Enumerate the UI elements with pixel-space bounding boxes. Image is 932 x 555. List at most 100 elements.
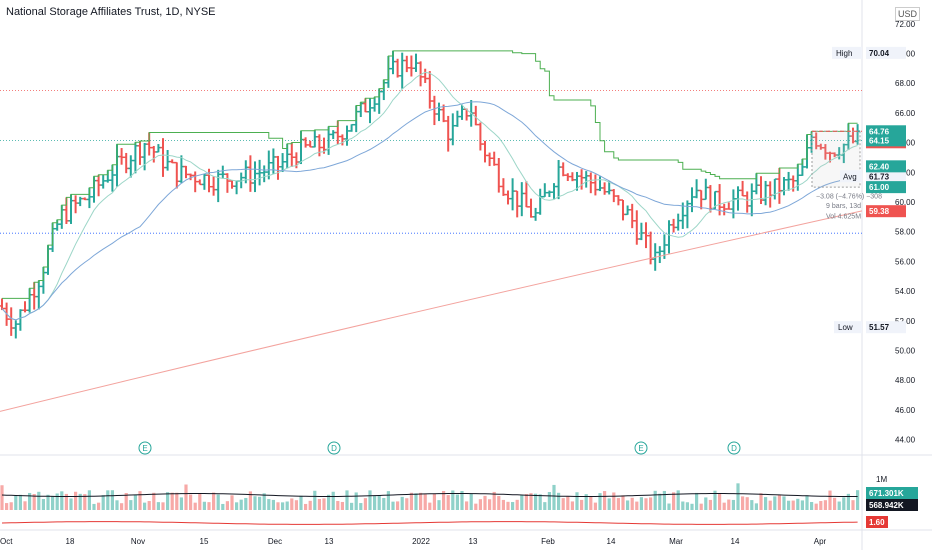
ohlc-bar (583, 171, 589, 188)
volume-bar (603, 491, 607, 510)
ohlc-bar (399, 52, 405, 89)
volume-bar (787, 500, 791, 510)
volume-bar (276, 502, 280, 510)
ohlc-bar (500, 178, 506, 196)
event-marker: E (138, 441, 152, 455)
volume-bar (731, 499, 735, 510)
volume-bar (391, 501, 395, 510)
volume-bar (106, 490, 110, 510)
ohlc-bar (339, 134, 345, 146)
volume-bar (46, 494, 50, 510)
volume-bar (345, 490, 349, 510)
volume-bar (290, 498, 294, 510)
tag-v1: 64.76 (869, 127, 890, 136)
avg-label-bg (840, 170, 862, 183)
event-marker-label: D (331, 444, 337, 453)
volume-bar (304, 503, 308, 510)
volume-bar (856, 490, 860, 510)
volume-bar (846, 493, 850, 510)
ohlc-bar (744, 191, 750, 213)
volume-bar (32, 494, 36, 510)
volume-bar (28, 492, 32, 510)
volume-bar (377, 495, 381, 510)
ohlc-bar (413, 53, 419, 72)
volume-bar (589, 496, 593, 510)
ohlc-bar (454, 110, 460, 127)
volume-bar (478, 499, 482, 510)
ohlc-bar (192, 171, 198, 193)
ohlc-bar (13, 320, 19, 339)
volume-bar (800, 500, 804, 510)
time-tick-label: Feb (541, 537, 555, 546)
volume-bar (842, 497, 846, 510)
price-tick-label: 58.00 (895, 228, 916, 237)
ohlc-bar (450, 113, 456, 146)
volume-bar (451, 490, 455, 510)
volume-bar (405, 498, 409, 510)
volume-bar (5, 503, 9, 510)
ohlc-bar (491, 151, 497, 166)
indicator-line (1, 521, 858, 525)
volume-bar (51, 495, 55, 510)
ohlc-bar (215, 169, 221, 203)
volume-tag1: 671.301K (869, 489, 904, 498)
volume-bar (575, 492, 579, 510)
volume-bar (639, 497, 643, 510)
volume-bar (207, 502, 211, 510)
volume-bar (193, 502, 197, 510)
ohlc-bar (459, 104, 465, 120)
ohlc-bar (740, 180, 746, 197)
volume-bar (593, 502, 597, 510)
tag-v6-bg (866, 205, 906, 218)
ohlc-bar (795, 164, 801, 191)
volume-bar (18, 494, 22, 510)
volume-bar (534, 493, 538, 510)
chart-title: National Storage Affiliates Trust, 1D, N… (6, 6, 216, 18)
volume-bar (189, 494, 193, 510)
event-marker-circle (727, 441, 741, 455)
ohlc-bar (477, 122, 483, 151)
ohlc-bar (560, 162, 566, 177)
volume-bar (179, 497, 183, 510)
ohlc-bar (17, 309, 23, 331)
ohlc-bar (588, 172, 594, 194)
volume-bar (736, 483, 740, 510)
ohlc-bar (183, 165, 189, 179)
volume-bar (488, 499, 492, 510)
currency-label: USD (894, 7, 920, 21)
volume-bar (322, 498, 326, 510)
volume-bar (258, 496, 262, 510)
volume-bar (695, 492, 699, 510)
ohlc-bar (625, 205, 631, 216)
event-marker: D (327, 441, 341, 455)
ohlc-bar (229, 180, 235, 189)
volume-ma-line (1, 493, 858, 497)
avg-price-label: 61.73 (869, 172, 890, 181)
tag-v1-bg (866, 125, 906, 138)
volume-bar (851, 500, 855, 510)
volume-bar (667, 503, 671, 510)
ohlc-bar (569, 172, 575, 182)
ohlc-bar (473, 105, 479, 126)
volume-bar (612, 492, 616, 510)
ma-fast-line (1, 71, 858, 321)
volume-bar (396, 501, 400, 510)
volume-bar (547, 492, 551, 510)
volume-bar (653, 490, 657, 510)
ohlc-bar (408, 55, 414, 77)
ohlc-bar (137, 140, 143, 165)
ohlc-bar (275, 155, 281, 180)
volume-bar (566, 496, 570, 510)
tag-v3: 64.15 (869, 136, 890, 145)
price-tick-label: 44.00 (895, 436, 916, 445)
tag-v4: 62.40 (869, 162, 890, 171)
volume-bar (621, 495, 625, 510)
volume-bar (235, 502, 239, 510)
ohlc-bar (671, 218, 677, 233)
time-tick-label: Oct (0, 537, 13, 546)
ohlc-bar (77, 196, 83, 207)
ohlc-bar (100, 175, 106, 189)
ohlc-bar (160, 138, 166, 177)
high-price-label-bg (866, 46, 906, 59)
